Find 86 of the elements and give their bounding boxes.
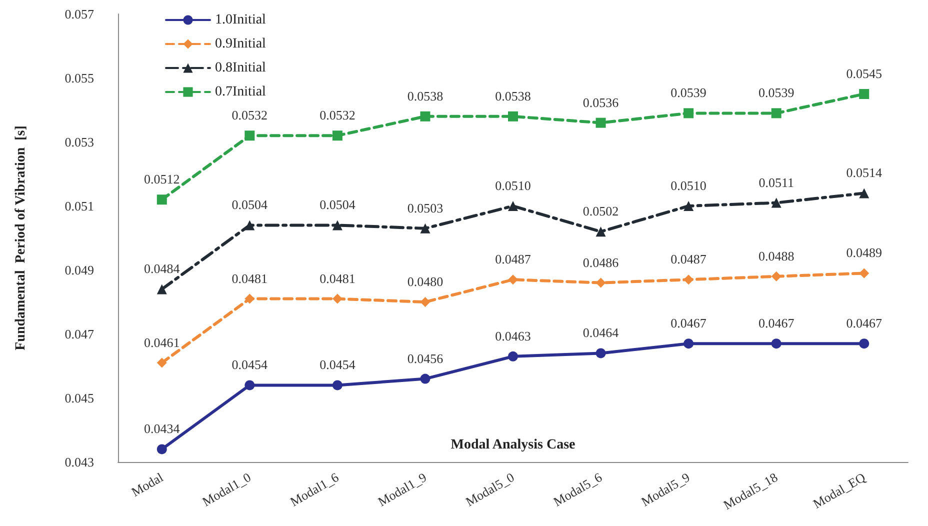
point [596, 348, 606, 358]
legend-label: 1.0Initial [215, 12, 266, 28]
point [244, 130, 255, 141]
point [859, 268, 870, 278]
point [508, 201, 518, 211]
point [420, 111, 430, 122]
point [508, 274, 518, 285]
point [771, 198, 782, 208]
y-axis-title: Fundamental Period of Vibration [s] [14, 126, 28, 350]
point [156, 444, 167, 454]
point [332, 380, 342, 390]
y-tick-label: 0.045 [64, 390, 94, 406]
point [244, 220, 255, 230]
data-label: 0.0467 [670, 316, 707, 331]
point [156, 358, 167, 368]
legend-label: 0.7Initial [215, 84, 266, 100]
y-tick-label: 0.055 [64, 70, 94, 86]
legend-label: 0.9Initial [215, 36, 266, 52]
point [156, 194, 167, 205]
data-label: 0.0504 [320, 197, 356, 212]
point [332, 130, 342, 141]
point [859, 338, 870, 349]
point [859, 89, 870, 99]
legend-label: 0.8Initial [215, 60, 266, 76]
data-label: 0.0484 [144, 261, 180, 276]
data-label: 0.0538 [495, 88, 531, 104]
point [771, 108, 782, 118]
data-label: 0.0545 [846, 66, 882, 81]
data-label: 0.0454 [320, 357, 356, 372]
data-label: 0.0486 [582, 254, 620, 270]
data-label: 0.0504 [232, 197, 268, 212]
y-tick-label: 0.051 [64, 198, 94, 214]
data-label: 0.0487 [495, 252, 532, 267]
point [508, 111, 518, 122]
point [508, 351, 518, 362]
data-label: 0.0481 [320, 270, 356, 286]
point [684, 274, 694, 285]
data-label: 0.0510 [670, 178, 706, 193]
data-label: 0.0539 [758, 85, 794, 100]
data-label: 0.0532 [232, 108, 268, 123]
data-label: 0.0463 [495, 328, 531, 344]
y-tick-label: 0.049 [64, 262, 94, 278]
data-label: 0.0502 [582, 204, 619, 219]
data-label: 0.0538 [407, 88, 444, 104]
point [771, 338, 782, 349]
data-label: 0.0480 [407, 274, 444, 289]
point [596, 118, 606, 128]
data-label: 0.0467 [758, 316, 795, 331]
data-label: 0.0511 [758, 174, 794, 190]
data-label: 0.0514 [846, 165, 882, 180]
data-label: 0.0461 [144, 334, 180, 350]
data-label: 0.0489 [846, 245, 882, 260]
x-axis-title: Modal Analysis Case [450, 438, 576, 452]
data-label: 0.0481 [232, 270, 268, 286]
y-tick-label: 0.043 [64, 454, 94, 470]
data-label: 0.0456 [407, 350, 444, 366]
point [420, 223, 430, 234]
data-label: 0.0467 [846, 316, 882, 331]
data-label: 0.0532 [320, 108, 356, 123]
y-tick-label: 0.053 [64, 134, 94, 150]
point [684, 338, 694, 349]
point [684, 201, 694, 211]
data-label: 0.0464 [582, 325, 620, 340]
point [420, 374, 430, 384]
data-label: 0.0487 [670, 252, 707, 267]
point [596, 278, 606, 288]
point [244, 380, 255, 390]
data-label: 0.0536 [582, 94, 620, 110]
data-label: 0.0512 [144, 172, 180, 187]
point [771, 271, 782, 282]
data-label: 0.0503 [407, 200, 444, 216]
point [420, 297, 430, 307]
point [596, 226, 606, 237]
point [859, 188, 870, 198]
point [332, 220, 342, 230]
data-label: 0.0454 [232, 357, 268, 372]
data-label: 0.0434 [144, 421, 180, 436]
point [332, 294, 342, 304]
data-label: 0.0510 [495, 178, 531, 193]
data-label: 0.0539 [670, 85, 706, 100]
y-tick-label: 0.057 [64, 6, 94, 22]
data-label: 0.0488 [758, 248, 794, 264]
point [156, 284, 167, 294]
point [684, 108, 694, 118]
point [244, 294, 255, 304]
y-tick-label: 0.047 [64, 326, 94, 342]
